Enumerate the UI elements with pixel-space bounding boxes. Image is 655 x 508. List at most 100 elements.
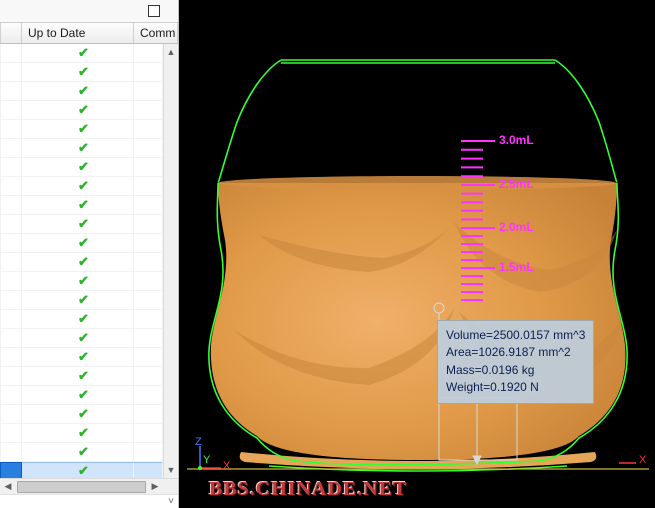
table-row[interactable]: ✔ [0, 82, 163, 101]
comm-cell [134, 405, 163, 423]
uptodate-cell: ✔ [22, 196, 134, 214]
row-handle[interactable] [0, 101, 22, 119]
comm-cell [134, 272, 163, 290]
row-handle[interactable] [0, 462, 22, 478]
checkmark-icon: ✔ [78, 102, 89, 118]
table-row[interactable]: ✔ [0, 215, 163, 234]
table-row[interactable]: ✔ [0, 101, 163, 120]
uptodate-cell: ✔ [22, 405, 134, 423]
uptodate-cell: ✔ [22, 272, 134, 290]
table-row[interactable]: ✔ [0, 310, 163, 329]
row-handle[interactable] [0, 310, 22, 328]
cad-viewport[interactable]: Volume=2500.0157 mm^3 Area=1026.9187 mm^… [179, 0, 655, 508]
uptodate-cell: ✔ [22, 139, 134, 157]
comm-cell [134, 367, 163, 385]
comm-cell [134, 462, 163, 478]
row-handle[interactable] [0, 63, 22, 81]
grid-header-comm[interactable]: Comm [134, 23, 178, 43]
grid-header-uptodate[interactable]: Up to Date [22, 23, 134, 43]
checkmark-icon: ✔ [78, 140, 89, 156]
checkmark-icon: ✔ [78, 349, 89, 365]
chevron-down-icon[interactable]: ˅ [168, 496, 174, 507]
table-row[interactable]: ✔ [0, 158, 163, 177]
uptodate-cell: ✔ [22, 82, 134, 100]
table-row[interactable]: ✔ [0, 177, 163, 196]
uptodate-cell: ✔ [22, 367, 134, 385]
table-row[interactable]: ✔ [0, 63, 163, 82]
row-handle[interactable] [0, 44, 22, 62]
uptodate-cell: ✔ [22, 44, 134, 62]
table-row[interactable]: ✔ [0, 348, 163, 367]
table-row[interactable]: ✔ [0, 291, 163, 310]
table-row[interactable]: ✔ [0, 44, 163, 63]
comm-cell [134, 63, 163, 81]
row-handle[interactable] [0, 158, 22, 176]
row-handle[interactable] [0, 329, 22, 347]
uptodate-cell: ✔ [22, 177, 134, 195]
comm-cell [134, 424, 163, 442]
checkmark-icon: ✔ [78, 45, 89, 61]
table-row[interactable]: ✔ [0, 424, 163, 443]
table-row[interactable]: ✔ [0, 272, 163, 291]
comm-cell [134, 196, 163, 214]
comm-cell [134, 101, 163, 119]
row-handle[interactable] [0, 234, 22, 252]
row-handle[interactable] [0, 272, 22, 290]
row-handle[interactable] [0, 443, 22, 461]
uptodate-cell: ✔ [22, 462, 134, 478]
row-handle[interactable] [0, 177, 22, 195]
scroll-down-icon[interactable]: ▼ [164, 462, 178, 478]
checkmark-icon: ✔ [78, 463, 89, 478]
table-row[interactable]: ✔ [0, 139, 163, 158]
left-panel: Up to Date Comm ✔✔✔✔✔✔✔✔✔✔✔✔✔✔✔✔✔✔✔✔✔✔✔ … [0, 0, 179, 508]
checkmark-icon: ✔ [78, 83, 89, 99]
table-row[interactable]: ✔ [0, 443, 163, 462]
scroll-up-icon[interactable]: ▲ [164, 44, 178, 60]
horizontal-scrollbar[interactable]: ◀ ▶ [0, 478, 178, 494]
comm-cell [134, 253, 163, 271]
row-handle[interactable] [0, 196, 22, 214]
row-handle[interactable] [0, 405, 22, 423]
checkmark-icon: ✔ [78, 292, 89, 308]
row-handle[interactable] [0, 253, 22, 271]
uptodate-cell: ✔ [22, 329, 134, 347]
uptodate-cell: ✔ [22, 63, 134, 81]
uptodate-cell: ✔ [22, 291, 134, 309]
checkmark-icon: ✔ [78, 254, 89, 270]
table-row[interactable]: ✔ [0, 196, 163, 215]
uptodate-cell: ✔ [22, 424, 134, 442]
axis-y-label: Y [203, 454, 210, 466]
row-handle[interactable] [0, 120, 22, 138]
table-row[interactable]: ✔ [0, 367, 163, 386]
comm-cell [134, 234, 163, 252]
table-row[interactable]: ✔ [0, 329, 163, 348]
checkmark-icon: ✔ [78, 121, 89, 137]
row-handle[interactable] [0, 367, 22, 385]
scroll-left-icon[interactable]: ◀ [0, 479, 16, 494]
comm-cell [134, 291, 163, 309]
vertical-scrollbar[interactable]: ▲ ▼ [163, 44, 178, 478]
row-handle[interactable] [0, 139, 22, 157]
maximize-icon[interactable] [148, 5, 160, 17]
table-row[interactable]: ✔ [0, 386, 163, 405]
table-row[interactable]: ✔ [0, 462, 163, 478]
comm-cell [134, 215, 163, 233]
row-handle[interactable] [0, 424, 22, 442]
table-row[interactable]: ✔ [0, 120, 163, 139]
row-handle[interactable] [0, 386, 22, 404]
grid-header-blank[interactable] [0, 23, 22, 43]
uptodate-cell: ✔ [22, 253, 134, 271]
row-handle[interactable] [0, 82, 22, 100]
checkmark-icon: ✔ [78, 216, 89, 232]
table-row[interactable]: ✔ [0, 405, 163, 424]
checkmark-icon: ✔ [78, 387, 89, 403]
grid-body: ✔✔✔✔✔✔✔✔✔✔✔✔✔✔✔✔✔✔✔✔✔✔✔ ▲ ▼ [0, 44, 178, 478]
row-handle[interactable] [0, 215, 22, 233]
table-row[interactable]: ✔ [0, 253, 163, 272]
scroll-thumb[interactable] [17, 481, 146, 493]
row-handle[interactable] [0, 291, 22, 309]
info-mass: Mass=0.0196 kg [446, 362, 585, 379]
row-handle[interactable] [0, 348, 22, 366]
table-row[interactable]: ✔ [0, 234, 163, 253]
scroll-right-icon[interactable]: ▶ [147, 479, 163, 494]
